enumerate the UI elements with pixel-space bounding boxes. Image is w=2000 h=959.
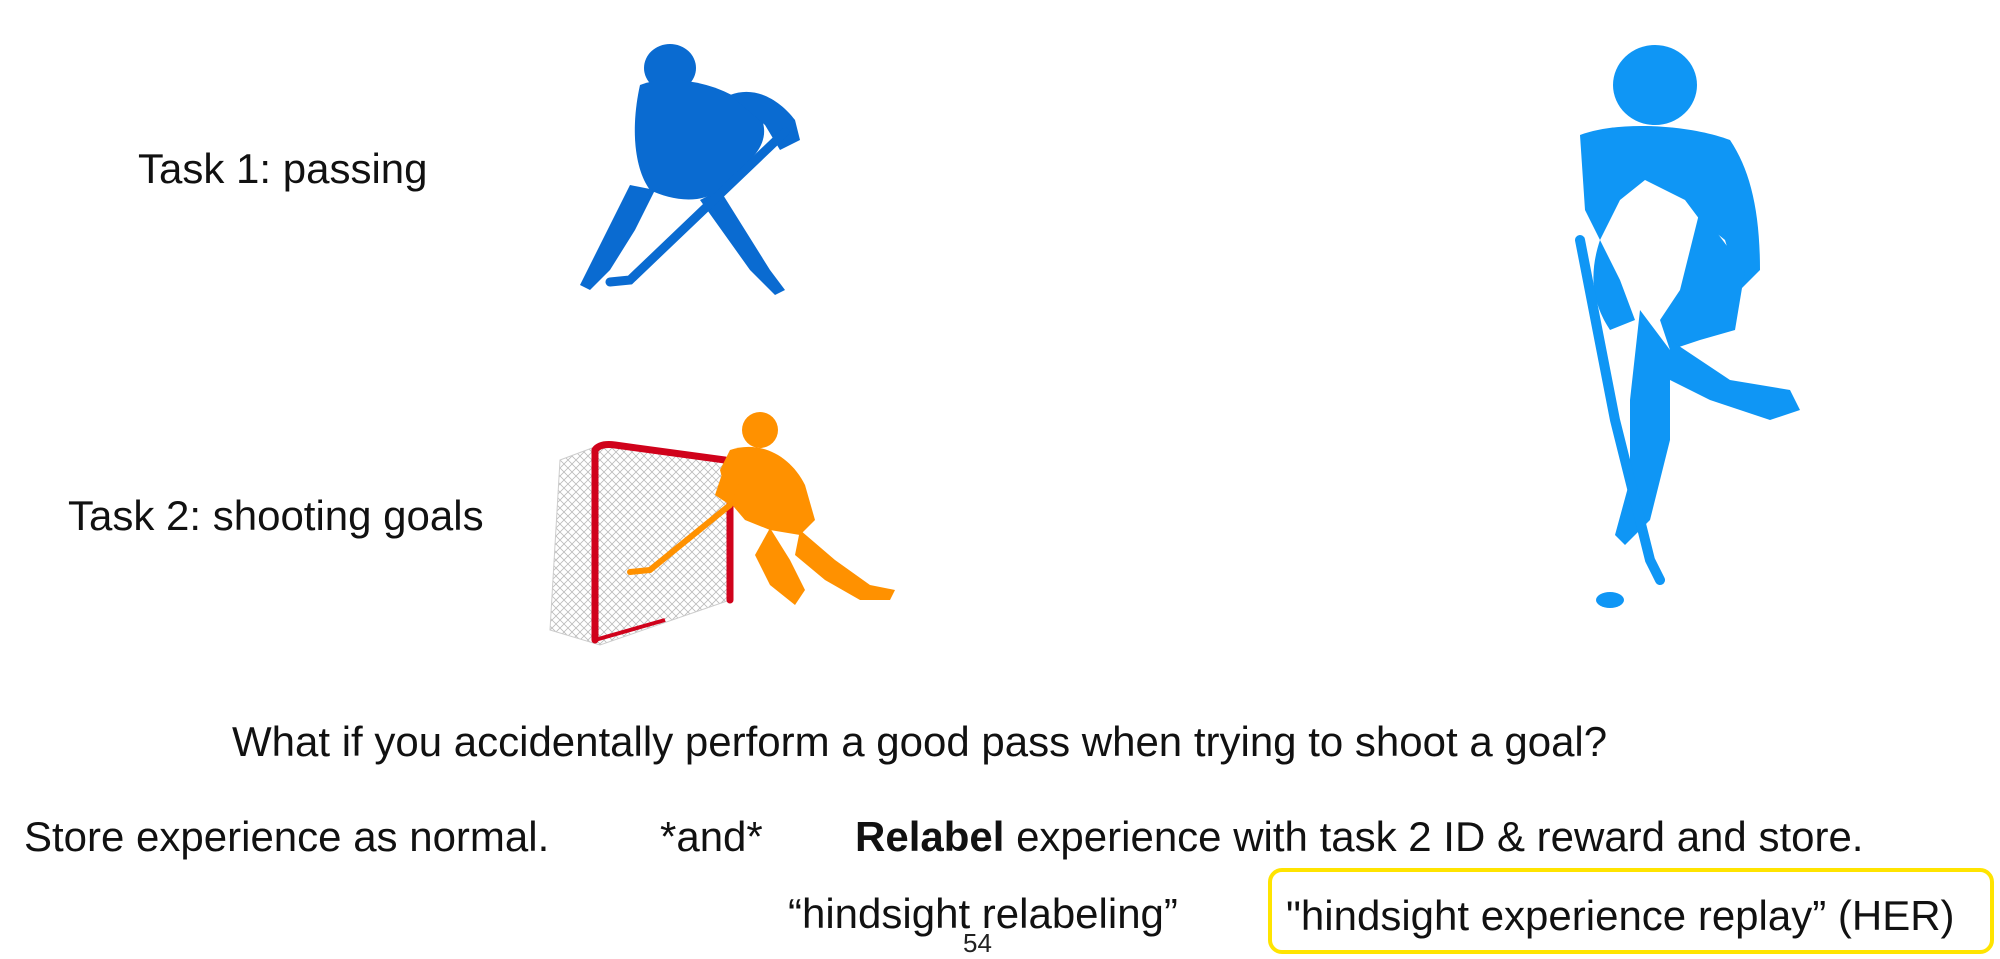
her-term: "hindsight experience replay” (HER) [1286, 892, 1955, 939]
her-highlight-box: "hindsight experience replay” (HER) [1268, 868, 1994, 954]
task-1-label: Task 1: passing [138, 145, 428, 192]
hindsight-relabeling-term: “hindsight relabeling” [788, 890, 1178, 937]
relabel-rest-text: experience with task 2 ID & reward and s… [1004, 813, 1864, 860]
hockey-shooter-icon [627, 412, 895, 605]
and-conjunction: *and* [660, 813, 763, 860]
relabel-sentence: Relabel experience with task 2 ID & rewa… [855, 813, 1863, 861]
page-number: 54 [963, 928, 992, 958]
relabel-keyword: Relabel [855, 813, 1005, 860]
hockey-passer-icon [580, 44, 800, 295]
hockey-skater-icon [1575, 45, 1800, 608]
task-2-label: Task 2: shooting goals [68, 492, 484, 539]
store-normal-text: Store experience as normal. [24, 813, 550, 860]
question-text: What if you accidentally perform a good … [232, 718, 1608, 765]
